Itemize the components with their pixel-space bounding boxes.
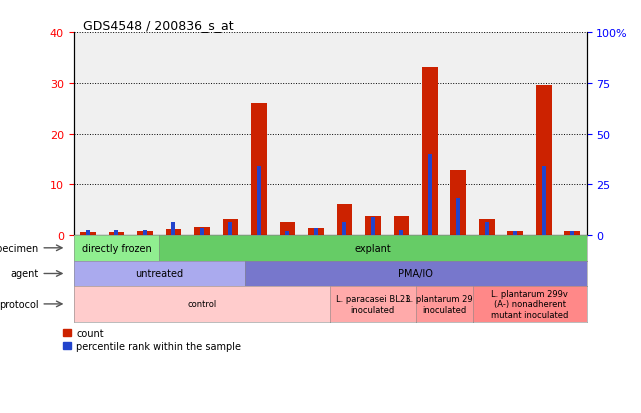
Bar bbox=[308, 229, 324, 235]
Bar bbox=[479, 219, 495, 235]
Text: specimen: specimen bbox=[0, 243, 38, 253]
Bar bbox=[314, 228, 318, 235]
Bar bbox=[542, 166, 545, 235]
Text: agent: agent bbox=[10, 269, 38, 279]
Bar bbox=[80, 233, 96, 235]
Bar bbox=[115, 230, 119, 235]
Bar bbox=[137, 232, 153, 235]
Bar bbox=[451, 171, 466, 235]
Text: L. paracasei BL23
inoculated: L. paracasei BL23 inoculated bbox=[336, 294, 410, 314]
Text: directly frozen: directly frozen bbox=[81, 243, 151, 253]
Bar bbox=[485, 222, 488, 235]
Bar bbox=[251, 104, 267, 235]
Bar bbox=[337, 204, 352, 235]
Bar bbox=[508, 232, 523, 235]
Bar bbox=[422, 67, 438, 235]
Bar bbox=[86, 230, 90, 235]
Bar bbox=[456, 199, 460, 235]
Bar bbox=[513, 231, 517, 235]
Bar bbox=[342, 222, 346, 235]
Bar bbox=[365, 216, 381, 235]
Bar bbox=[536, 86, 552, 235]
Bar bbox=[143, 230, 147, 235]
Text: L. plantarum 299v
(A-) nonadherent
mutant inoculated: L. plantarum 299v (A-) nonadherent mutan… bbox=[491, 290, 568, 319]
Bar bbox=[371, 217, 375, 235]
Text: L. plantarum 299v
inoculated: L. plantarum 299v inoculated bbox=[406, 294, 483, 314]
Text: GDS4548 / 200836_s_at: GDS4548 / 200836_s_at bbox=[83, 19, 234, 31]
Bar bbox=[570, 231, 574, 235]
Bar bbox=[228, 222, 232, 235]
Bar bbox=[171, 222, 176, 235]
Bar bbox=[108, 233, 124, 235]
Bar bbox=[285, 231, 289, 235]
Bar bbox=[394, 216, 409, 235]
Legend: count, percentile rank within the sample: count, percentile rank within the sample bbox=[63, 328, 241, 351]
Text: explant: explant bbox=[354, 243, 391, 253]
Bar bbox=[194, 228, 210, 235]
Text: protocol: protocol bbox=[0, 299, 38, 309]
Bar bbox=[279, 222, 296, 235]
Text: control: control bbox=[187, 300, 217, 309]
Text: untreated: untreated bbox=[135, 269, 183, 279]
Bar bbox=[565, 231, 580, 235]
Text: PMA/IO: PMA/IO bbox=[398, 269, 433, 279]
Bar bbox=[165, 229, 181, 235]
Bar bbox=[222, 219, 238, 235]
Bar bbox=[428, 154, 432, 235]
Bar bbox=[399, 230, 403, 235]
Bar bbox=[257, 166, 261, 235]
Bar bbox=[200, 228, 204, 235]
